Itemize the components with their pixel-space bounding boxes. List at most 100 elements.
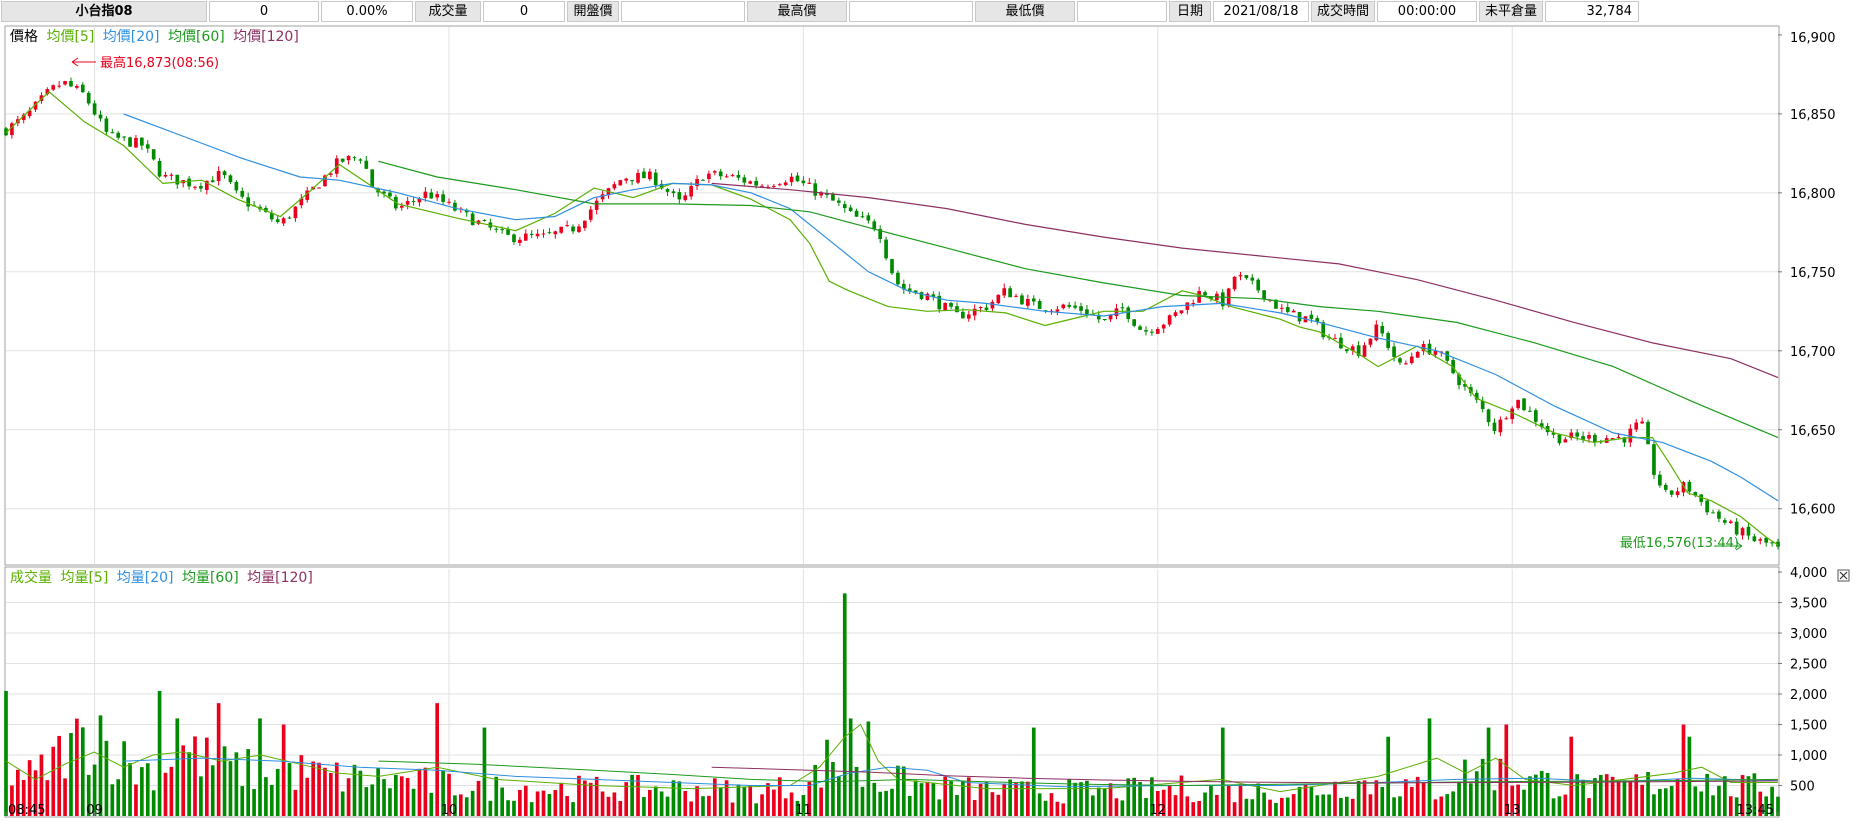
change-value: 0 — [209, 1, 319, 22]
volume-bar — [1504, 724, 1509, 816]
price-tick-label: 16,750 — [1790, 266, 1836, 281]
candle-body — [937, 295, 942, 310]
candle-body — [523, 233, 528, 241]
volume-bar — [1303, 784, 1308, 816]
volume-bar — [1344, 796, 1349, 816]
candle-body — [1415, 351, 1420, 358]
candle-body — [163, 174, 168, 177]
volume-bar — [92, 764, 97, 816]
volume-bar — [943, 776, 947, 816]
quote-bar: 小台指08 0 0.00% 成交量 0 開盤價 最高價 最低價 日期 2021/… — [0, 0, 1853, 24]
candle-body — [1717, 511, 1721, 519]
volume-bar — [529, 802, 534, 816]
volume-bar — [128, 763, 132, 816]
candle-body — [1486, 409, 1491, 423]
volume-bar — [1043, 800, 1048, 816]
legend-vma120: 均量[120] — [247, 570, 313, 586]
volume-bar — [878, 791, 883, 816]
candle-body — [748, 181, 753, 184]
volume-bar — [10, 785, 14, 816]
volume-bar — [837, 776, 841, 816]
candle-body — [583, 220, 587, 228]
volume-bar — [972, 800, 977, 816]
candle-body — [10, 123, 14, 136]
volume-bar — [258, 718, 262, 816]
volume-bar — [1096, 787, 1101, 816]
volume-bar — [1392, 797, 1396, 816]
candle-body — [1522, 398, 1526, 411]
volume-bar — [813, 764, 818, 816]
candle-body — [1705, 500, 1709, 513]
volume-bar — [1409, 786, 1414, 816]
volume-bar — [523, 785, 528, 816]
volume-bar — [210, 765, 215, 816]
legend-ma20: 均價[20] — [103, 28, 160, 45]
volume-bar — [1433, 799, 1438, 816]
volume-bar — [1238, 784, 1243, 816]
volume-bar — [718, 787, 723, 816]
volume-bar — [996, 794, 1001, 816]
candle-body — [848, 207, 853, 211]
volume-bar — [228, 761, 233, 816]
legend-volume: 成交量 — [10, 569, 52, 586]
candle-body — [559, 226, 564, 233]
volume-bar — [69, 732, 73, 816]
legend-ma5: 均價[5] — [46, 28, 94, 45]
price-ma-line — [711, 182, 1779, 379]
candle-body — [860, 216, 865, 218]
candle-body — [801, 180, 806, 184]
volume-bar — [872, 782, 877, 816]
volume-bar — [1126, 778, 1131, 816]
volume-bar — [647, 789, 652, 816]
volume-bar — [1197, 800, 1201, 816]
volume-bar — [199, 776, 203, 816]
volume-bar — [831, 762, 835, 816]
candle-body — [854, 210, 859, 217]
candle-body — [1285, 307, 1290, 312]
candle-body — [594, 200, 599, 210]
candle-body — [1031, 298, 1036, 302]
volume-bar — [299, 755, 304, 816]
candle-body — [340, 158, 345, 162]
candle-body — [1404, 363, 1408, 365]
candle-body — [346, 155, 351, 161]
candle-body — [990, 301, 995, 309]
candle-body — [27, 110, 32, 117]
candle-body — [1758, 539, 1763, 541]
candle-body — [1675, 491, 1680, 496]
volume-bar — [216, 703, 221, 816]
volume-bar — [1220, 727, 1225, 816]
volume-bar — [949, 781, 953, 816]
candle-body — [1356, 345, 1361, 356]
volume-bar — [1628, 780, 1633, 816]
candle-body — [653, 172, 658, 186]
candle-body — [913, 290, 918, 294]
volume-bar — [984, 781, 989, 816]
candle-body — [642, 171, 646, 179]
candle-body — [1557, 434, 1562, 444]
candle-body — [63, 81, 67, 85]
candle-body — [364, 160, 369, 169]
candle-body — [831, 193, 835, 201]
volume-bar — [807, 781, 812, 816]
close-icon[interactable] — [1837, 569, 1850, 582]
candle-body — [659, 183, 664, 189]
candle-body — [955, 306, 959, 313]
volume-bar — [1451, 791, 1455, 816]
time-label: 成交時間 — [1311, 1, 1375, 22]
volume-bar — [1545, 772, 1550, 816]
candle-body — [1274, 299, 1278, 309]
volume-bar — [269, 784, 274, 816]
candle-body — [1161, 324, 1166, 329]
candle-body — [972, 308, 977, 316]
volume-bar — [1132, 777, 1137, 816]
price-ma-line — [5, 90, 1779, 546]
volume-bar — [405, 777, 410, 816]
volume-bar — [57, 735, 61, 816]
volume-tick-label: 1,000 — [1790, 749, 1827, 764]
futures-chart[interactable]: 16,600 16,650 16,700 16,750 16,800 16,850 16,9… — [0, 24, 1853, 820]
candle-body — [1469, 387, 1473, 393]
volume-bar — [447, 773, 451, 816]
candle-body — [506, 229, 510, 235]
volume-bar — [453, 795, 457, 816]
